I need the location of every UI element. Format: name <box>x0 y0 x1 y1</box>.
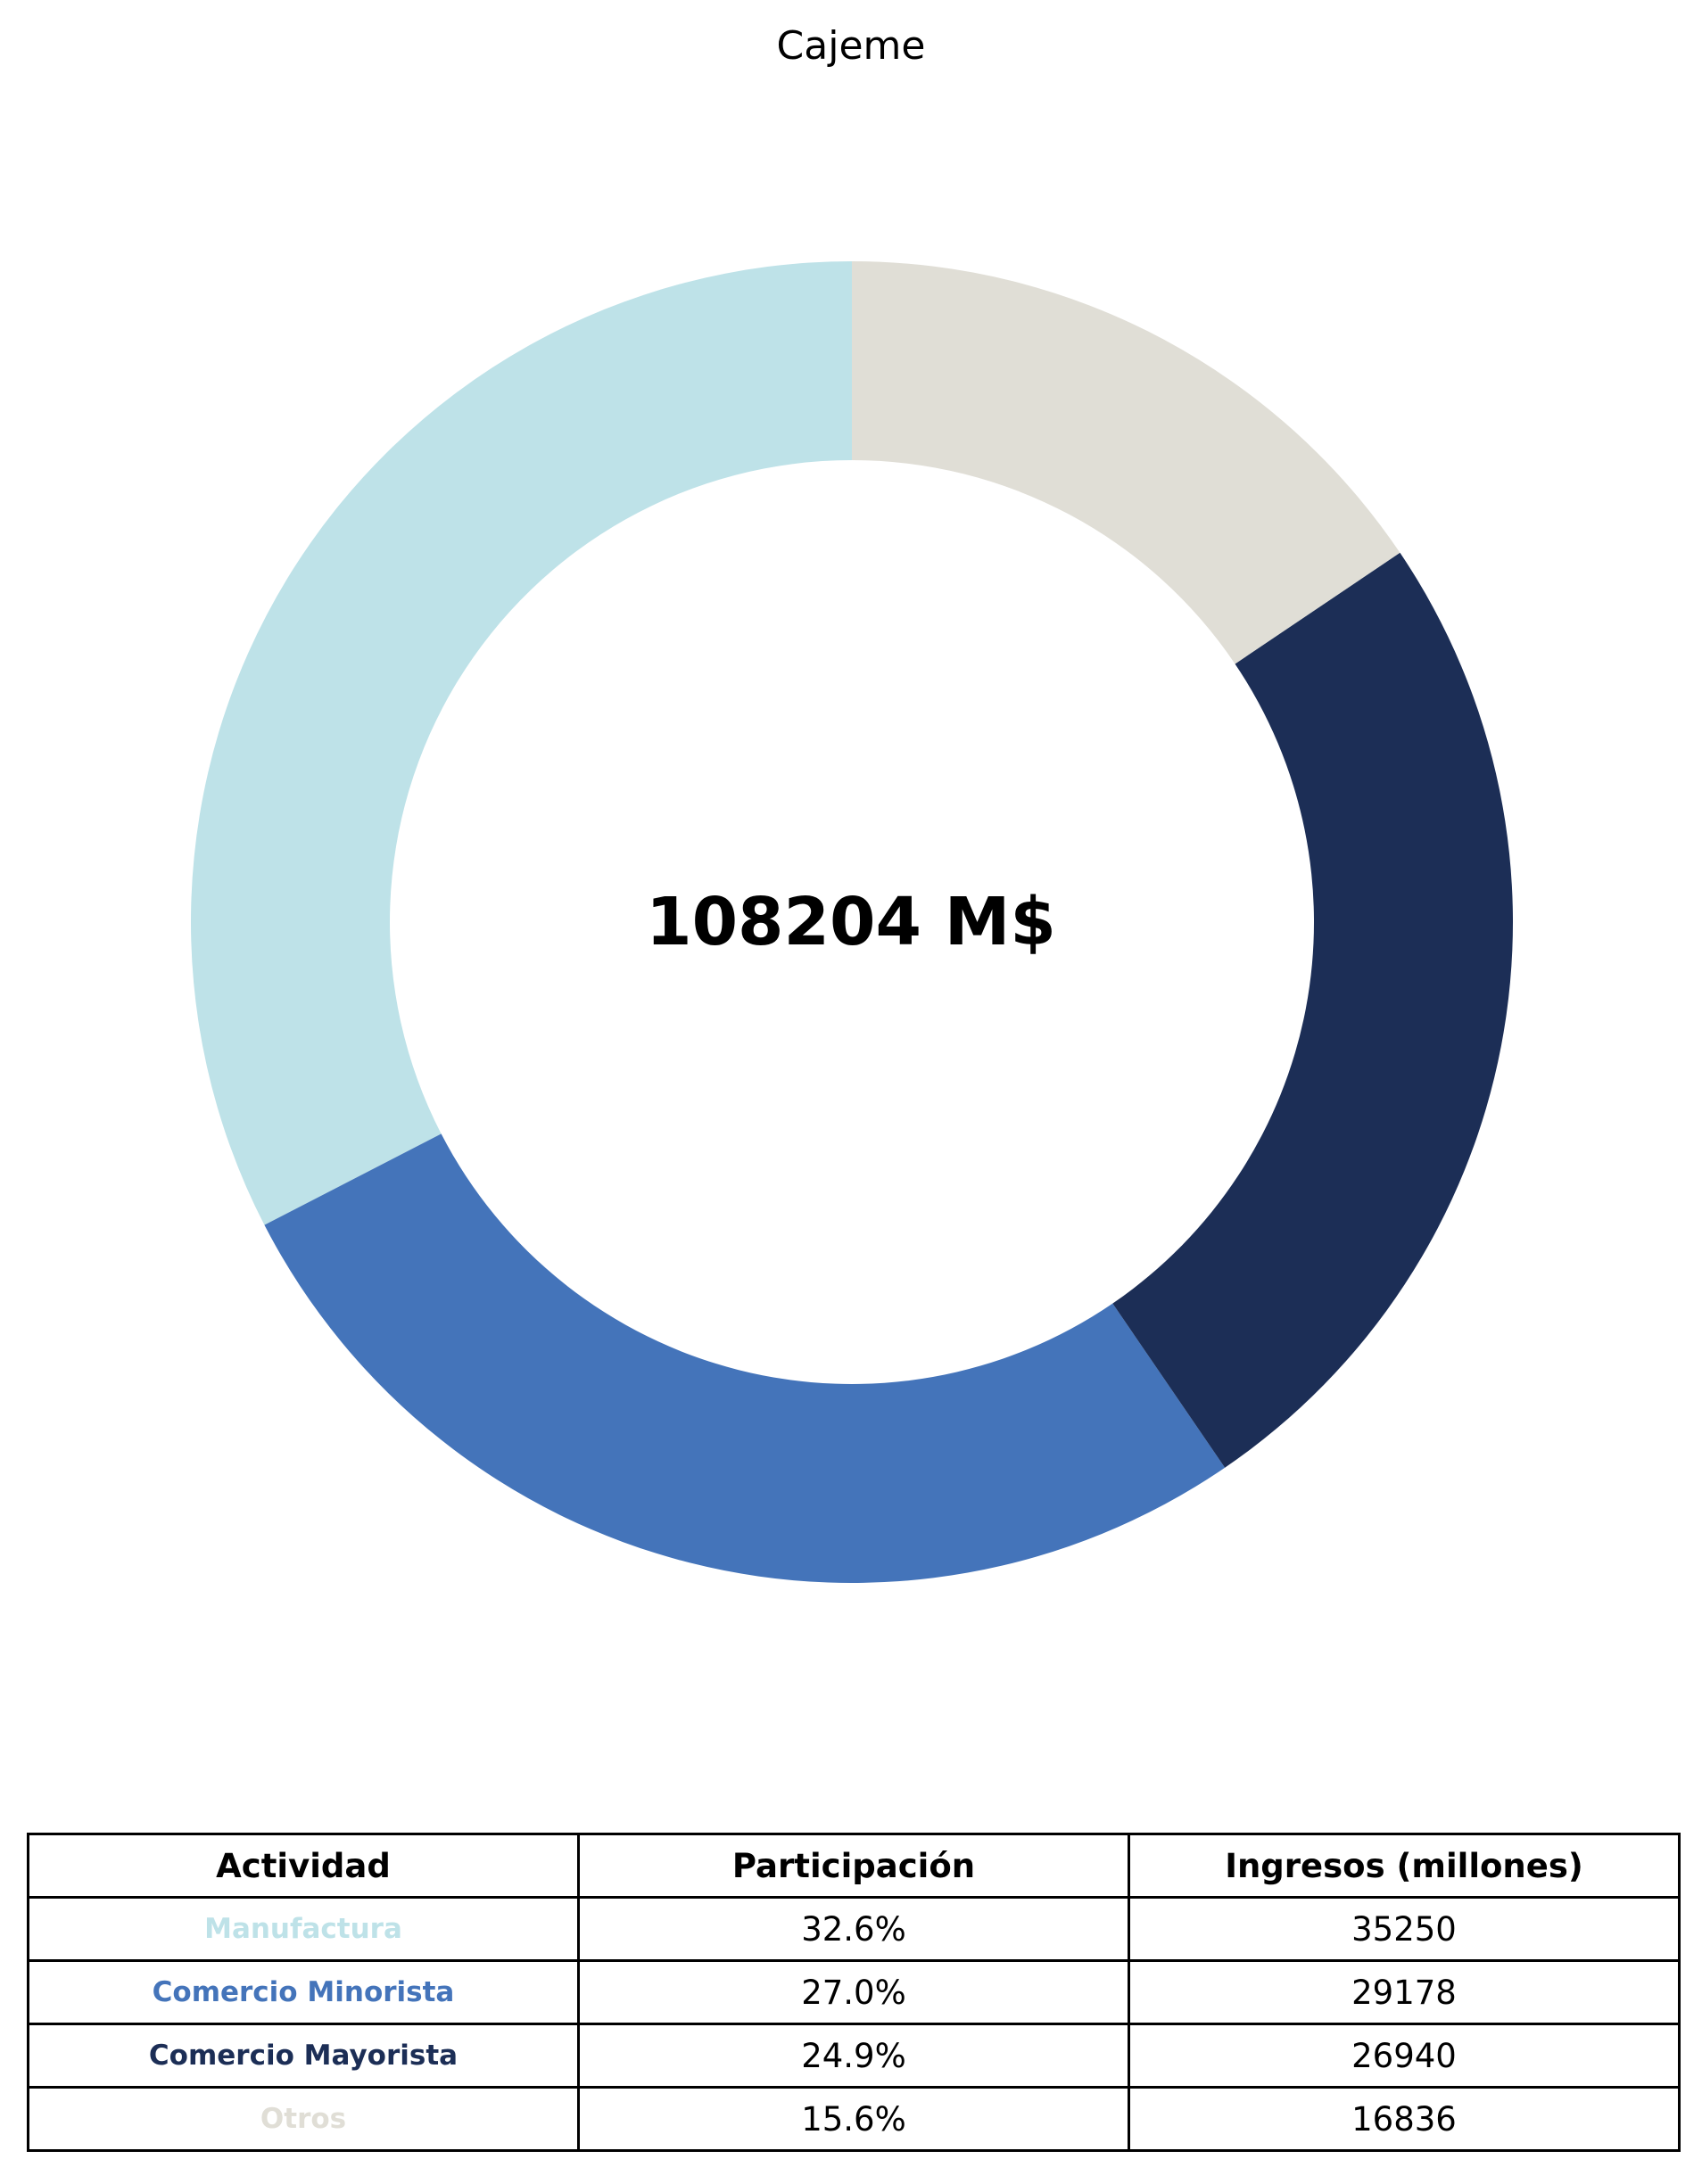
row-income: 26940 <box>1128 2023 1681 2089</box>
donut-slice-comercio-mayorista <box>1112 552 1514 1468</box>
table-row: Comercio Mayorista 24.9% 26940 <box>27 2023 1681 2089</box>
row-label: Comercio Minorista <box>27 1959 580 2025</box>
table-row: Otros 15.6% 16836 <box>27 2086 1681 2152</box>
row-label: Comercio Mayorista <box>27 2023 580 2089</box>
row-share: 32.6% <box>577 1896 1130 1962</box>
row-label: Otros <box>27 2086 580 2152</box>
row-label: Manufactura <box>27 1896 580 1962</box>
header-actividad: Actividad <box>27 1833 580 1899</box>
header-participacion: Participación <box>577 1833 1130 1899</box>
donut-slice-otros <box>852 261 1400 664</box>
data-table: Actividad Participación Ingresos (millon… <box>27 1833 1681 2152</box>
row-share: 24.9% <box>577 2023 1130 2089</box>
table-row: Comercio Minorista 27.0% 29178 <box>27 1959 1681 2025</box>
row-share: 15.6% <box>577 2086 1130 2152</box>
header-ingresos: Ingresos (millones) <box>1128 1833 1681 1899</box>
row-income: 35250 <box>1128 1896 1681 1962</box>
donut-slice-manufactura <box>190 261 852 1225</box>
donut-center-total: 108204 M$ <box>646 884 1056 960</box>
donut-slices <box>190 261 1514 1583</box>
chart-title: Cajeme <box>776 23 926 69</box>
row-income: 16836 <box>1128 2086 1681 2152</box>
row-income: 29178 <box>1128 1959 1681 2025</box>
table-header-row: Actividad Participación Ingresos (millon… <box>27 1833 1681 1899</box>
donut-slice-comercio-minorista <box>264 1133 1226 1583</box>
donut-chart <box>190 261 1514 1583</box>
table-row: Manufactura 32.6% 35250 <box>27 1896 1681 1962</box>
row-share: 27.0% <box>577 1959 1130 2025</box>
